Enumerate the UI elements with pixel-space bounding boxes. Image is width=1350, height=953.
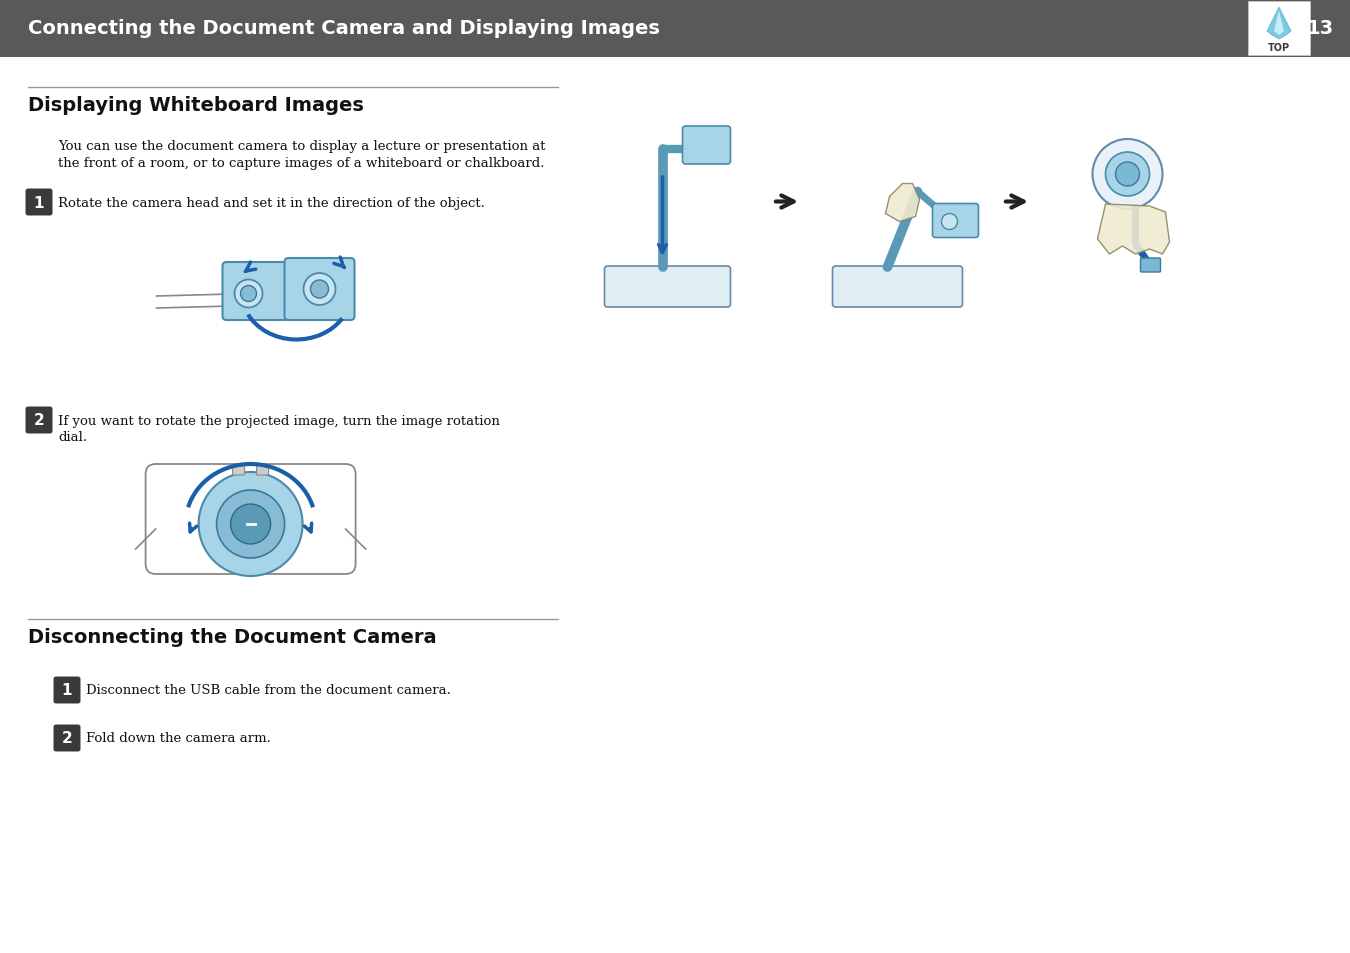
FancyBboxPatch shape [285, 258, 355, 320]
Text: If you want to rotate the projected image, turn the image rotation: If you want to rotate the projected imag… [58, 415, 500, 428]
Polygon shape [1274, 12, 1284, 36]
Circle shape [216, 491, 285, 558]
Text: Connecting the Document Camera and Displaying Images: Connecting the Document Camera and Displ… [28, 19, 660, 38]
Circle shape [1115, 163, 1139, 187]
Text: Disconnect the USB cable from the document camera.: Disconnect the USB cable from the docume… [86, 684, 451, 697]
FancyBboxPatch shape [232, 465, 244, 476]
Circle shape [1092, 140, 1162, 210]
FancyBboxPatch shape [146, 464, 355, 575]
Circle shape [304, 274, 336, 306]
Text: the front of a room, or to capture images of a whiteboard or chalkboard.: the front of a room, or to capture image… [58, 157, 544, 170]
FancyBboxPatch shape [26, 407, 53, 434]
Text: Rotate the camera head and set it in the direction of the object.: Rotate the camera head and set it in the… [58, 196, 485, 210]
FancyBboxPatch shape [1141, 258, 1161, 273]
Text: 13: 13 [1307, 19, 1334, 38]
Circle shape [198, 473, 302, 577]
FancyBboxPatch shape [933, 204, 979, 238]
Text: TOP: TOP [1268, 43, 1291, 53]
Text: 2: 2 [62, 731, 73, 745]
Polygon shape [1268, 8, 1291, 40]
Circle shape [941, 214, 957, 231]
FancyBboxPatch shape [54, 677, 81, 703]
FancyBboxPatch shape [605, 267, 730, 308]
Text: 1: 1 [34, 195, 45, 211]
FancyBboxPatch shape [833, 267, 963, 308]
Text: 1: 1 [62, 682, 73, 698]
Circle shape [240, 286, 256, 302]
Text: You can use the document camera to display a lecture or presentation at: You can use the document camera to displ… [58, 140, 545, 152]
Circle shape [1106, 152, 1149, 196]
Polygon shape [886, 184, 919, 222]
Bar [0, 0, 1350, 58]
FancyBboxPatch shape [223, 263, 289, 320]
Text: Displaying Whiteboard Images: Displaying Whiteboard Images [28, 96, 365, 115]
Circle shape [310, 281, 328, 298]
Text: dial.: dial. [58, 431, 88, 443]
Circle shape [235, 280, 262, 308]
Text: Fold down the camera arm.: Fold down the camera arm. [86, 732, 271, 744]
FancyBboxPatch shape [683, 127, 730, 165]
Text: 2: 2 [34, 413, 45, 428]
Polygon shape [1098, 205, 1169, 254]
FancyBboxPatch shape [54, 724, 81, 752]
Bar [1247, 2, 1310, 56]
FancyBboxPatch shape [256, 465, 269, 476]
Text: Disconnecting the Document Camera: Disconnecting the Document Camera [28, 627, 436, 646]
FancyBboxPatch shape [26, 190, 53, 216]
Circle shape [231, 504, 270, 544]
